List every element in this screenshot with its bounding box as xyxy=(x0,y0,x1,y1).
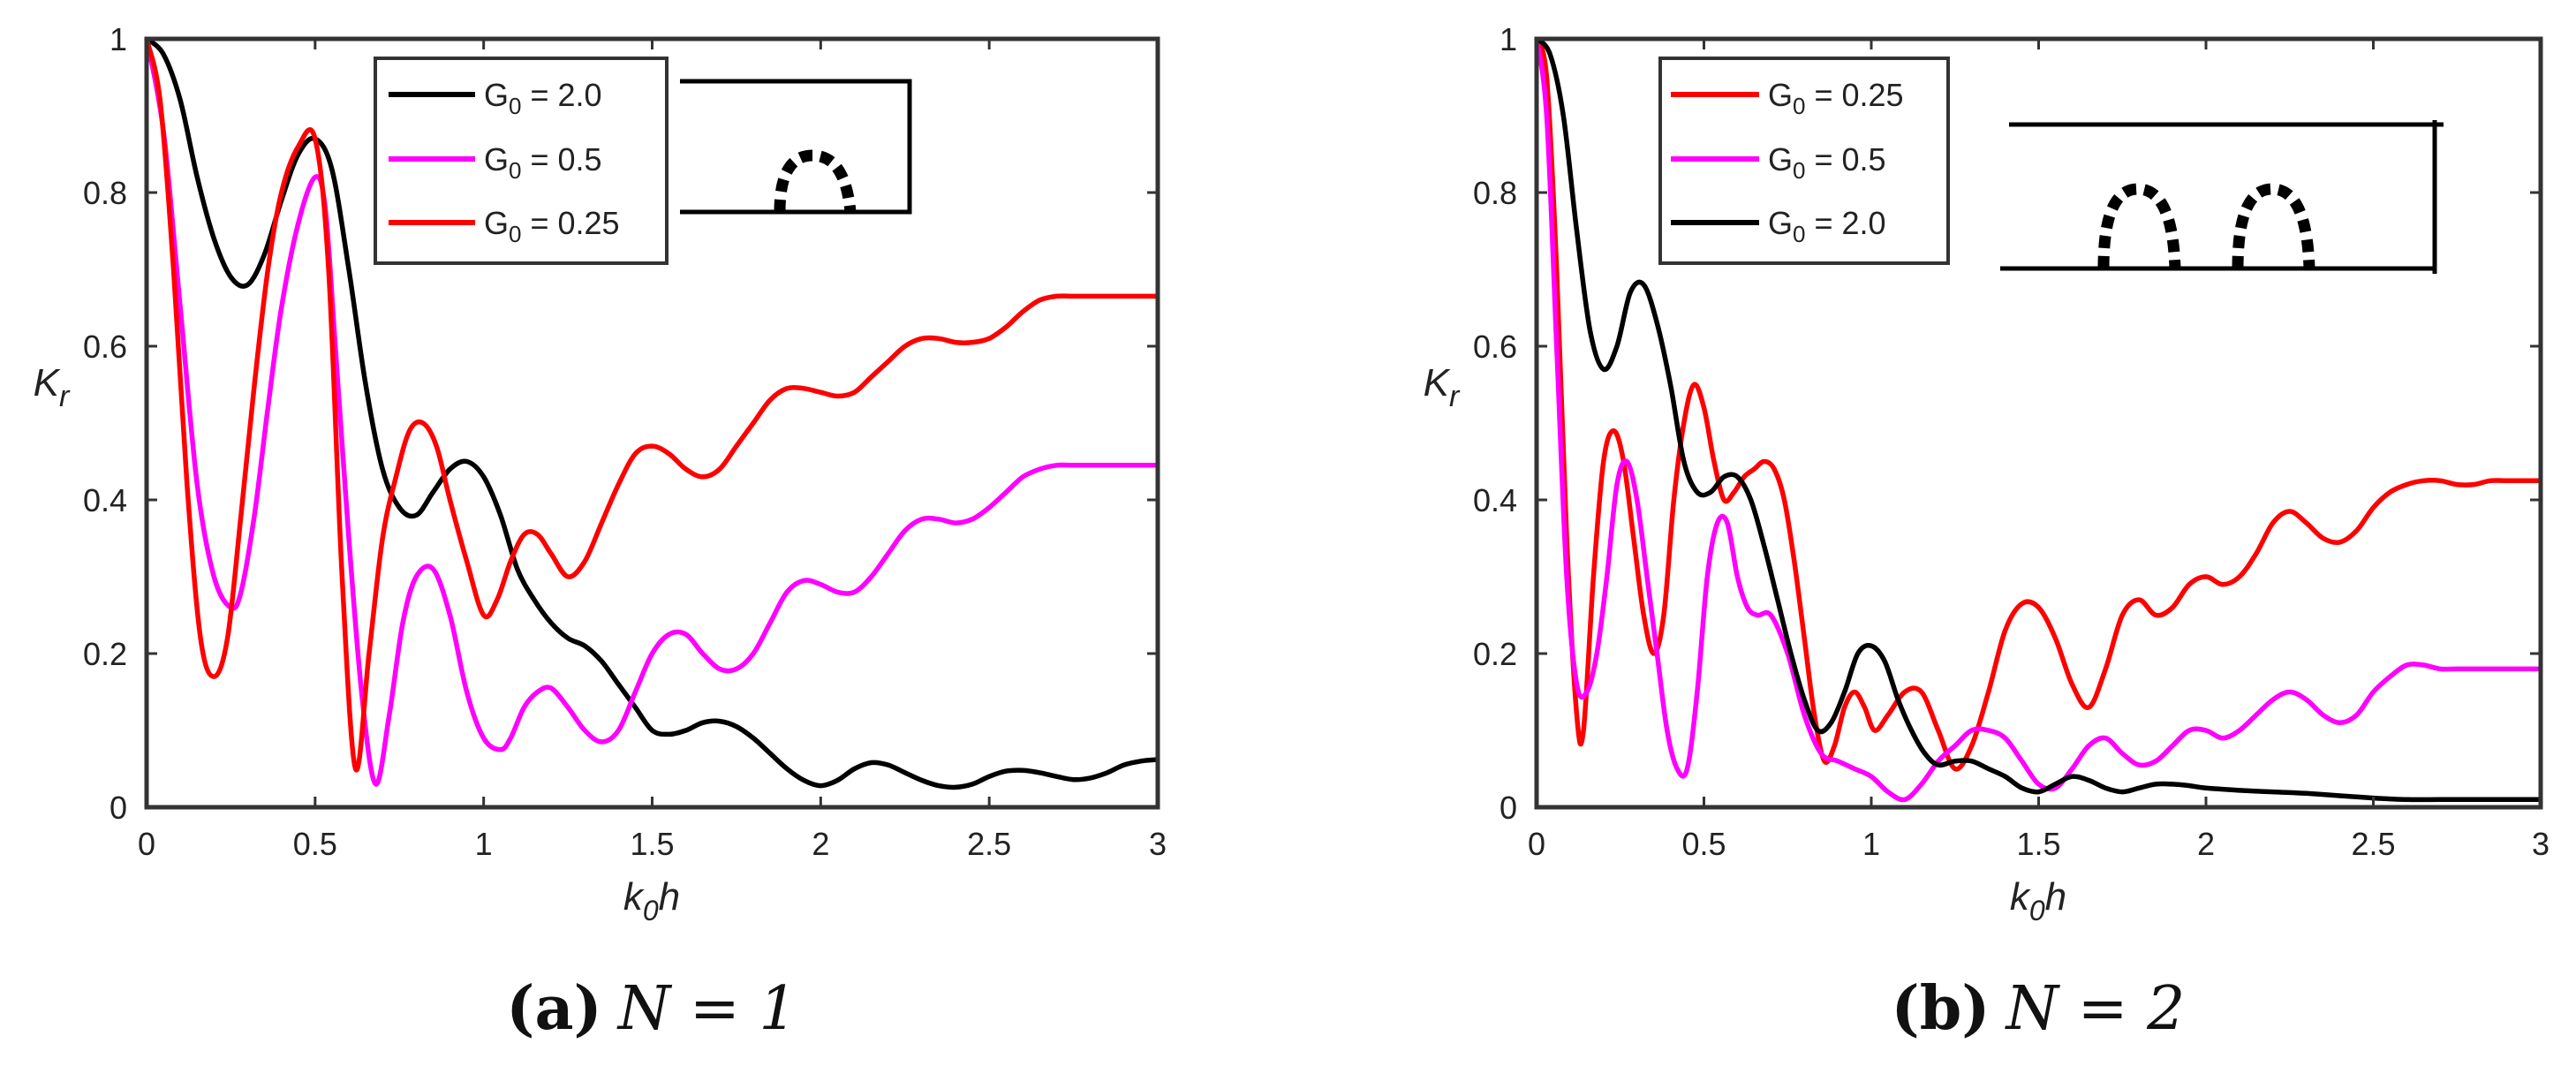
panel-b-x-axis-label: k0h xyxy=(2010,875,2066,926)
breakwater-icon xyxy=(2232,183,2315,269)
panel-a-ticks: 0 0.5 1 1.5 2 2.5 3 0 0.2 0.4 0.6 0.8 1 xyxy=(83,21,1167,862)
inset-channel xyxy=(680,79,912,215)
panel-b-y-tick-label: 0.4 xyxy=(1473,482,1517,518)
panel-a-y-tick-label: 0.4 xyxy=(83,482,127,518)
panel-a-y-tick-label: 0 xyxy=(110,790,127,826)
breakwater-icon xyxy=(774,149,857,213)
panel-a-curves xyxy=(144,36,1159,790)
panel-b-curves xyxy=(1534,36,2541,803)
panel-a-y-ticks: 0 0.2 0.4 0.6 0.8 1 xyxy=(83,21,127,826)
panel-a-caption-letter: (a) xyxy=(506,973,601,1044)
panel-a-x-tick-label: 2.5 xyxy=(967,826,1011,862)
panel-b-y-axis-label: Kr xyxy=(1424,361,1461,413)
panel-b-ticks: 0 0.5 1 1.5 2 2.5 3 0 0.2 0.4 0.6 0.8 1 xyxy=(1473,21,2550,862)
panel-b-caption: (b) N = 2 xyxy=(1892,973,2186,1044)
panel-b-caption-letter: (b) xyxy=(1892,973,1991,1044)
panel-a: 0 0.5 1 1.5 2 2.5 3 0 0.2 0.4 0.6 0.8 1 … xyxy=(34,21,1167,1044)
panel-b-y-tick-label: 1 xyxy=(1500,21,1517,57)
panel-a-caption: (a) N = 1 xyxy=(506,973,797,1044)
panel-b-x-tick-label: 0.5 xyxy=(1681,826,1726,862)
panel-a-x-tick-label: 1.5 xyxy=(630,826,674,862)
panel-a-caption-text: N = 1 xyxy=(616,974,797,1044)
legend-label: G0 = 0.25 xyxy=(484,205,620,247)
panel-a-series-line-g00.25 xyxy=(144,38,1158,773)
panel-b: 0 0.5 1 1.5 2 2.5 3 0 0.2 0.4 0.6 0.8 1 … xyxy=(1424,21,2550,1044)
panel-b-series-line-g00.25 xyxy=(1534,37,2541,772)
panel-b-y-tick-label: 0.6 xyxy=(1473,329,1517,365)
legend-label: G0 = 0.25 xyxy=(1768,77,1904,119)
panel-a-x-tick-label: 1 xyxy=(475,826,493,862)
panel-b-series-line-g00.5 xyxy=(1534,38,2541,803)
panel-a-x-ticks: 0 0.5 1 1.5 2 2.5 3 xyxy=(138,826,1167,862)
panel-b-x-ticks: 0 0.5 1 1.5 2 2.5 3 xyxy=(1528,826,2550,862)
panel-b-x-tick-label: 1 xyxy=(1862,826,1880,862)
panel-a-inset-diagram xyxy=(680,79,912,215)
panel-b-y-tick-label: 0 xyxy=(1500,790,1517,826)
panel-b-x-tick-label: 0 xyxy=(1528,826,1545,862)
panel-b-inset-diagram xyxy=(2000,120,2444,274)
panel-a-y-tick-label: 1 xyxy=(110,21,127,57)
panel-b-x-tick-label: 2 xyxy=(2197,826,2215,862)
panel-a-x-tick-label: 0.5 xyxy=(293,826,337,862)
panel-a-x-tick-label: 2 xyxy=(812,826,829,862)
panel-b-y-ticks: 0 0.2 0.4 0.6 0.8 1 xyxy=(1473,21,1517,826)
panel-b-y-tick-label: 0.8 xyxy=(1473,175,1517,211)
panel-b-legend: G0 = 0.25 G0 = 0.5 G0 = 2.0 xyxy=(1658,57,1950,265)
panel-b-x-tick-label: 2.5 xyxy=(2351,826,2395,862)
panel-a-x-tick-label: 3 xyxy=(1149,826,1167,862)
panel-b-y-tick-label: 0.2 xyxy=(1473,636,1517,672)
legend-label: G0 = 0.5 xyxy=(484,141,602,184)
breakwater-icon xyxy=(2097,183,2181,269)
legend-label: G0 = 2.0 xyxy=(1768,205,1886,247)
panel-a-y-axis-label: Kr xyxy=(34,361,71,413)
panel-b-x-tick-label: 1.5 xyxy=(2016,826,2060,862)
panel-a-x-tick-label: 0 xyxy=(138,826,155,862)
panel-a-y-tick-label: 0.8 xyxy=(83,175,127,211)
panel-a-y-tick-label: 0.6 xyxy=(83,329,127,365)
panel-a-x-axis-label: k0h xyxy=(623,875,680,926)
panel-b-series-line-g02.0 xyxy=(1534,36,2541,803)
legend-label: G0 = 2.0 xyxy=(484,77,602,119)
legend-label: G0 = 0.5 xyxy=(1768,141,1886,184)
panel-a-legend: G0 = 2.0 G0 = 0.5 G0 = 0.25 xyxy=(374,57,669,265)
panel-a-y-tick-label: 0.2 xyxy=(83,636,127,672)
panel-b-x-tick-label: 3 xyxy=(2532,826,2550,862)
panel-b-caption-text: N = 2 xyxy=(2004,974,2185,1044)
panel-a-series-line-g00.5 xyxy=(144,38,1158,787)
